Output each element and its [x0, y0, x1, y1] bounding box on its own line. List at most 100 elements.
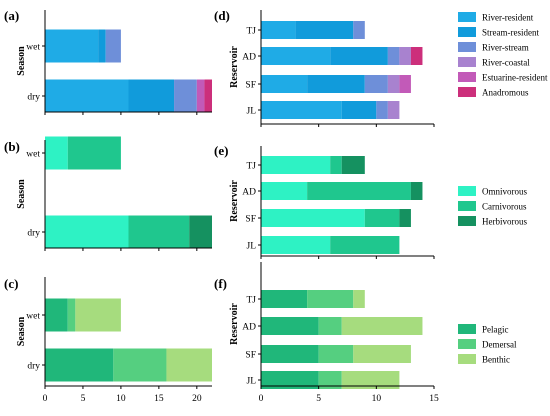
bar-SF-river-coastal — [387, 75, 400, 93]
panel-b: (b) Season wet dry — [4, 136, 212, 251]
bar-dry-herbivorous — [189, 215, 212, 249]
bar-wet-river-stream — [105, 29, 121, 63]
category-label: AD — [242, 323, 256, 333]
panel-d: (d) Reservoir TJ AD SF JL River-resident Stream… — [214, 8, 548, 127]
bar-JL-omnivorous — [261, 236, 331, 254]
panel-label: (b) — [4, 139, 20, 154]
category-label: AD — [242, 53, 256, 63]
bar-SF-river-stream — [364, 75, 388, 93]
legend-swatch — [458, 324, 476, 334]
bar-AD-river-stream — [387, 47, 400, 65]
legend-f: Pelagic Demersal Benthic — [458, 324, 517, 365]
legend-d: River-resident Stream-resident River-strea… — [458, 12, 548, 98]
legend-e: Omnivorous Carnivorous Herbivorous — [458, 186, 527, 227]
category-label: SF — [245, 351, 256, 361]
bar-dry-benthic — [166, 348, 212, 382]
category-label: TJ — [247, 162, 257, 172]
category-label: dry — [27, 93, 40, 103]
bar-dry-estuarine-resident — [196, 79, 205, 113]
category-label: wet — [26, 43, 40, 53]
bar-wet-benthic — [75, 298, 121, 332]
bar-SF-demersal — [318, 345, 354, 363]
category-label: SF — [245, 215, 256, 225]
bar-SF-river-resident — [261, 75, 308, 93]
bar-JL-pelagic — [261, 371, 319, 389]
bar-SF-herbivorous — [399, 209, 411, 227]
bar-TJ-omnivorous — [261, 156, 331, 174]
legend-swatch — [458, 27, 476, 37]
legend-label: River-coastal — [482, 58, 530, 68]
legend-swatch — [458, 87, 476, 97]
bar-wet-pelagic — [45, 298, 68, 332]
panel-a: (a) Season wet dry — [4, 8, 212, 115]
bar-AD-carnivorous — [307, 182, 411, 200]
bar-TJ-pelagic — [261, 290, 308, 308]
legend-label: Demersal — [482, 340, 517, 350]
x-tick-label: 10 — [372, 394, 382, 404]
category-label: JL — [247, 107, 257, 117]
category-label: TJ — [247, 27, 257, 37]
legend-swatch — [458, 216, 476, 226]
x-tick-label: 5 — [316, 394, 321, 404]
category-label: AD — [242, 188, 256, 198]
bar-JL-river-coastal — [387, 101, 400, 119]
bar-dry-carnivorous — [128, 215, 190, 249]
x-tick-label: 15 — [154, 394, 164, 404]
bar-wet-carnivorous — [67, 136, 121, 170]
category-label: TJ — [247, 296, 257, 306]
panel-label: (f) — [214, 276, 227, 291]
x-tick-label: 0 — [43, 394, 48, 404]
bar-SF-omnivorous — [261, 209, 365, 227]
bar-dry-pelagic — [45, 348, 114, 382]
y-axis-title: Season — [16, 316, 27, 346]
x-tick-label: 20 — [192, 394, 202, 404]
bar-SF-benthic — [353, 345, 411, 363]
y-axis-title: Season — [16, 179, 27, 209]
legend-label: Anadromous — [482, 88, 529, 98]
panel-e: (e) Reservoir TJ AD SF JL Omnivorous Carnivorou… — [214, 143, 527, 259]
x-tick-label: 5 — [81, 394, 86, 404]
y-axis-title: Reservoir — [229, 46, 240, 88]
legend-label: Herbivorous — [482, 217, 527, 227]
panel-label: (c) — [4, 276, 18, 291]
bar-TJ-herbivorous — [341, 156, 365, 174]
bar-JL-demersal — [318, 371, 342, 389]
panel-f: (f) Reservoir TJ AD SF JL0 5 10 15 Pelagic Demersa… — [214, 262, 517, 404]
bar-SF-carnivorous — [364, 209, 400, 227]
bar-TJ-carnivorous — [330, 156, 342, 174]
bar-AD-stream-resident — [330, 47, 388, 65]
panel-label: (d) — [214, 8, 230, 23]
bar-JL-river-stream — [376, 101, 388, 119]
legend-swatch — [458, 12, 476, 22]
bar-AD-herbivorous — [410, 182, 423, 200]
bar-wet-stream-resident — [98, 29, 106, 63]
legend-label: Stream-resident — [482, 28, 539, 38]
bar-dry-river-stream — [174, 79, 197, 113]
legend-swatch — [458, 201, 476, 211]
bar-JL-carnivorous — [330, 236, 400, 254]
y-axis-title: Reservoir — [229, 180, 240, 222]
category-label: JL — [247, 242, 257, 252]
bar-AD-benthic — [341, 317, 423, 335]
legend-label: River-resident — [482, 13, 534, 23]
x-tick-label: 15 — [429, 394, 439, 404]
bar-AD-river-coastal — [399, 47, 411, 65]
bar-AD-anadromous — [410, 47, 423, 65]
bar-TJ-river-resident — [261, 21, 296, 39]
bar-TJ-stream-resident — [295, 21, 354, 39]
legend-label: Estuarine-resident — [482, 73, 548, 83]
bar-dry-omnivorous — [45, 215, 129, 249]
category-label: wet — [26, 150, 40, 160]
bar-SF-estuarine-resident — [399, 75, 411, 93]
bar-wet-river-resident — [45, 29, 99, 63]
category-label: wet — [26, 312, 40, 322]
legend-swatch — [458, 42, 476, 52]
category-label: SF — [245, 81, 256, 91]
bar-TJ-river-stream — [353, 21, 365, 39]
bar-AD-omnivorous — [261, 182, 308, 200]
bar-dry-stream-resident — [128, 79, 175, 113]
bar-JL-benthic — [341, 371, 400, 389]
bar-AD-pelagic — [261, 317, 319, 335]
bar-AD-river-resident — [261, 47, 331, 65]
